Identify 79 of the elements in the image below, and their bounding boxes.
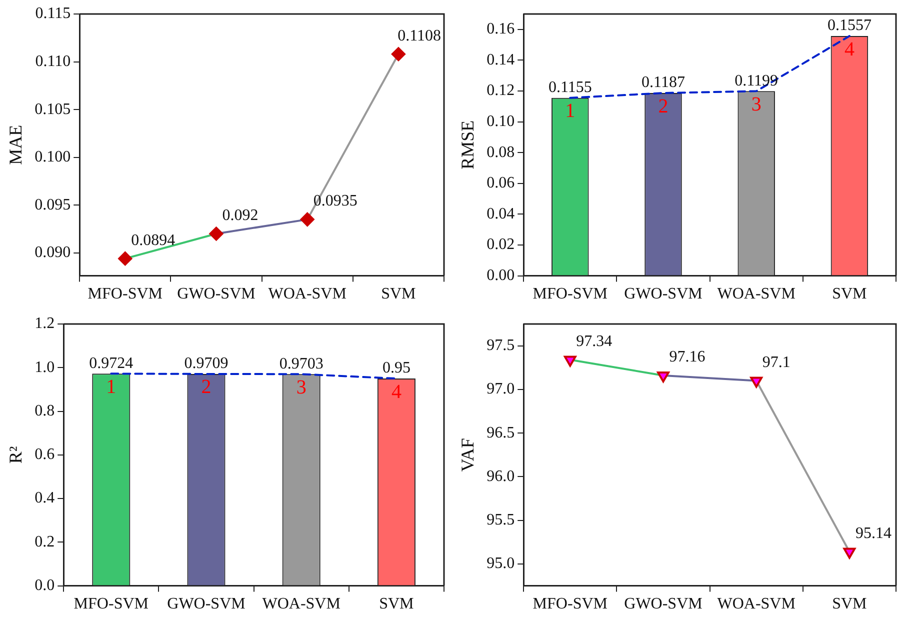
- data-label: 0.1187: [642, 74, 685, 92]
- point: [750, 376, 763, 388]
- y-tick-label: 0.16: [486, 20, 515, 38]
- y-tick-label: 96.0: [486, 467, 515, 484]
- x-tick-label: WOA-SVM: [268, 286, 346, 303]
- y-axis-title: VAF: [458, 438, 478, 472]
- x-tick-label: GWO-SVM: [624, 595, 702, 612]
- x-tick-label: GWO-SVM: [167, 595, 246, 612]
- data-label: 95.14: [855, 524, 892, 542]
- annotation: 3: [296, 376, 306, 398]
- x-tick-label: GWO-SVM: [177, 286, 256, 303]
- data-label: 97.34: [576, 332, 612, 350]
- data-label: 0.1557: [827, 17, 872, 34]
- y-tick-label: 95.0: [486, 554, 515, 572]
- x-tick-label: MFO-SVM: [532, 286, 608, 303]
- y-tick-label: 0.095: [34, 196, 71, 214]
- x-tick-label: MFO-SVM: [532, 595, 608, 612]
- y-tick-label: 0.4: [34, 489, 55, 506]
- y-axis-title: MAE: [6, 124, 26, 165]
- x-tick-label: WOA-SVM: [717, 595, 796, 612]
- data-label: 0.9709: [184, 354, 228, 372]
- x-tick-label: MFO-SVM: [88, 286, 162, 303]
- annotation: 1: [565, 100, 576, 122]
- x-tick-label: SVM: [832, 595, 867, 612]
- data-label: 0.092: [222, 206, 258, 224]
- point: [300, 212, 314, 226]
- y-tick-label: 0.08: [486, 144, 515, 161]
- data-label: 0.9724: [89, 354, 134, 372]
- y-tick-label: 0.6: [34, 446, 55, 463]
- point: [657, 370, 670, 382]
- y-tick-label: 0.2: [34, 532, 55, 550]
- point: [843, 547, 856, 558]
- y-tick-label: 97.5: [486, 336, 515, 354]
- y-tick-label: 0.105: [34, 100, 71, 118]
- point: [118, 252, 132, 266]
- annotation: 2: [658, 95, 668, 118]
- y-tick-label: 95.5: [486, 511, 515, 528]
- y-tick-label: 0.00: [486, 267, 515, 284]
- y-tick-label: 0.06: [486, 174, 515, 192]
- x-tick-label: SVM: [379, 595, 414, 612]
- data-label: 0.1155: [548, 79, 592, 96]
- annotation: 2: [201, 376, 212, 398]
- x-tick-label: MFO-SVM: [74, 595, 148, 612]
- data-label: 97.16: [669, 348, 706, 366]
- annotation: 1: [106, 375, 116, 398]
- x-tick-label: SVM: [381, 286, 416, 303]
- data-label: 0.9703: [279, 354, 324, 372]
- point: [209, 226, 224, 241]
- y-tick-label: 0.110: [35, 52, 71, 70]
- annotation: 3: [751, 93, 762, 116]
- x-tick-label: GWO-SVM: [624, 286, 702, 303]
- data-label: 0.0894: [131, 232, 176, 249]
- data-label: 0.0935: [313, 192, 358, 210]
- y-tick-label: 0.14: [486, 51, 515, 68]
- y-tick-label: 0.12: [486, 82, 515, 100]
- y-tick-label: 0.04: [486, 205, 515, 222]
- x-tick-label: WOA-SVM: [262, 595, 340, 612]
- x-tick-label: WOA-SVM: [717, 286, 796, 303]
- y-tick-label: 0.115: [35, 5, 71, 22]
- annotation: 4: [391, 380, 402, 402]
- data-label: 0.95: [382, 359, 410, 376]
- y-tick-label: 0.8: [34, 402, 55, 419]
- y-tick-label: 0.090: [34, 244, 71, 262]
- point: [564, 355, 576, 366]
- y-tick-label: 96.5: [486, 424, 515, 441]
- y-tick-label: 1.0: [34, 358, 55, 376]
- y-tick-label: 97.0: [486, 380, 515, 398]
- y-tick-label: 0.100: [34, 148, 71, 166]
- y-tick-label: 1.2: [34, 314, 55, 332]
- y-tick-label: 0.0: [34, 576, 55, 594]
- point: [391, 47, 406, 62]
- y-tick-label: 0.10: [486, 113, 515, 130]
- y-axis-title: R²: [6, 446, 26, 464]
- y-axis-title: RMSE: [458, 120, 478, 170]
- y-tick-label: 0.02: [486, 236, 515, 254]
- data-label: 97.1: [762, 353, 790, 370]
- data-label: 0.1108: [398, 27, 441, 44]
- x-tick-label: SVM: [832, 286, 867, 303]
- annotation: 4: [844, 38, 854, 60]
